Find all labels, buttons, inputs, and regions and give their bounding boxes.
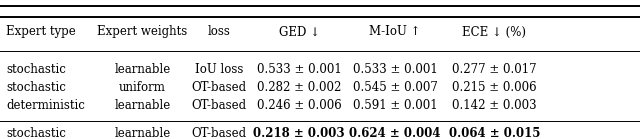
Text: Expert type: Expert type [6,25,76,39]
Text: learnable: learnable [115,99,170,112]
Text: OT-based: OT-based [191,99,247,112]
Text: 0.591 ± 0.001: 0.591 ± 0.001 [353,99,438,112]
Text: stochastic: stochastic [6,81,67,94]
Text: deterministic: deterministic [6,99,85,112]
Text: learnable: learnable [115,127,170,139]
Text: IoU loss: IoU loss [195,63,243,76]
Text: 0.218 ± 0.003: 0.218 ± 0.003 [253,127,345,139]
Text: 0.277 ± 0.017: 0.277 ± 0.017 [452,63,537,76]
Text: OT-based: OT-based [191,127,247,139]
Text: 0.142 ± 0.003: 0.142 ± 0.003 [452,99,537,112]
Text: OT-based: OT-based [191,81,247,94]
Text: 0.624 ± 0.004: 0.624 ± 0.004 [349,127,441,139]
Text: 0.533 ± 0.001: 0.533 ± 0.001 [257,63,342,76]
Text: uniform: uniform [119,81,166,94]
Text: GED ↓: GED ↓ [278,25,320,39]
Text: 0.215 ± 0.006: 0.215 ± 0.006 [452,81,537,94]
Text: Expert weights: Expert weights [97,25,188,39]
Text: 0.533 ± 0.001: 0.533 ± 0.001 [353,63,438,76]
Text: 0.545 ± 0.007: 0.545 ± 0.007 [353,81,438,94]
Text: loss: loss [208,25,230,39]
Text: 0.246 ± 0.006: 0.246 ± 0.006 [257,99,342,112]
Text: M-IoU ↑: M-IoU ↑ [369,25,421,39]
Text: 0.064 ± 0.015: 0.064 ± 0.015 [449,127,540,139]
Text: stochastic: stochastic [6,127,67,139]
Text: learnable: learnable [115,63,170,76]
Text: stochastic: stochastic [6,63,67,76]
Text: 0.282 ± 0.002: 0.282 ± 0.002 [257,81,341,94]
Text: ECE ↓ (%): ECE ↓ (%) [462,25,526,39]
